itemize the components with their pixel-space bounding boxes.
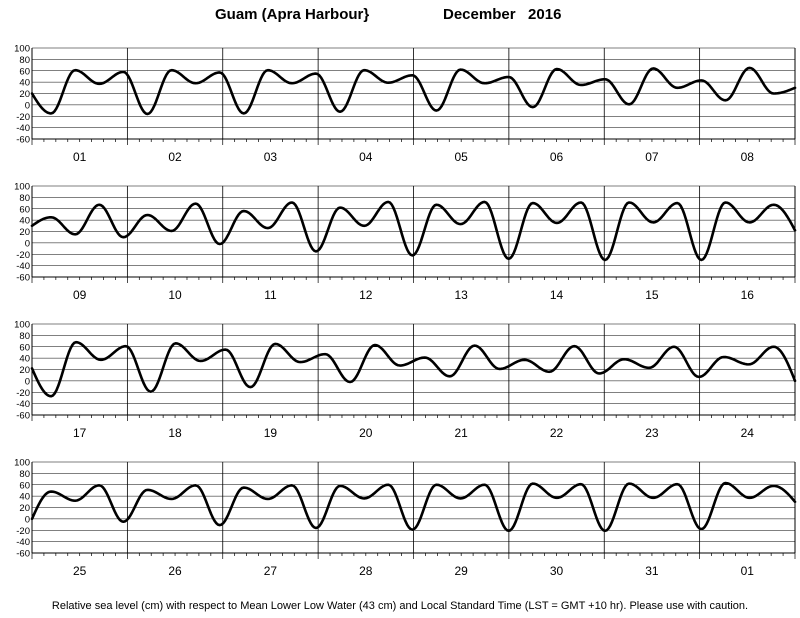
y-tick-label: 60 bbox=[19, 204, 30, 215]
day-label: 05 bbox=[455, 150, 469, 164]
footer-note: Relative sea level (cm) with respect to … bbox=[51, 600, 749, 612]
day-label: 26 bbox=[168, 564, 182, 578]
tide-curve bbox=[30, 200, 797, 262]
y-tick-label: 100 bbox=[14, 320, 30, 331]
y-tick-label: 60 bbox=[19, 342, 30, 353]
y-tick-label: 20 bbox=[19, 89, 30, 100]
y-tick-label: -40 bbox=[16, 537, 30, 548]
day-label: 10 bbox=[168, 288, 182, 302]
y-tick-label: 80 bbox=[19, 55, 30, 66]
y-tick-label: 40 bbox=[19, 492, 30, 503]
day-label: 17 bbox=[73, 426, 87, 440]
tide-curve bbox=[30, 340, 797, 398]
y-tick-label: -60 bbox=[16, 549, 30, 560]
y-tick-label: 0 bbox=[25, 514, 30, 525]
day-label: 14 bbox=[550, 288, 564, 302]
y-tick-label: -40 bbox=[16, 123, 30, 134]
y-tick-label: 20 bbox=[19, 503, 30, 514]
day-label: 06 bbox=[550, 150, 564, 164]
day-label: 13 bbox=[455, 288, 469, 302]
y-tick-label: 80 bbox=[19, 193, 30, 204]
y-tick-label: 40 bbox=[19, 354, 30, 365]
y-tick-label: -60 bbox=[16, 273, 30, 284]
day-label: 03 bbox=[264, 150, 278, 164]
day-label: 19 bbox=[264, 426, 278, 440]
day-label: 01 bbox=[741, 564, 755, 578]
day-label: 25 bbox=[73, 564, 87, 578]
y-tick-label: 20 bbox=[19, 227, 30, 238]
day-label: 15 bbox=[645, 288, 659, 302]
y-tick-label: -20 bbox=[16, 526, 30, 537]
day-label: 20 bbox=[359, 426, 373, 440]
y-tick-label: 20 bbox=[19, 365, 30, 376]
y-tick-label: 100 bbox=[14, 182, 30, 193]
y-tick-label: 60 bbox=[19, 66, 30, 77]
day-label: 01 bbox=[73, 150, 87, 164]
y-tick-label: 100 bbox=[14, 458, 30, 469]
day-label: 27 bbox=[264, 564, 278, 578]
day-label: 31 bbox=[645, 564, 659, 578]
y-tick-label: -40 bbox=[16, 399, 30, 410]
y-tick-label: 100 bbox=[14, 44, 30, 55]
y-tick-label: -60 bbox=[16, 135, 30, 146]
tide-curve bbox=[30, 481, 797, 533]
chart-title: Guam (Apra Harbour} December 2016 bbox=[0, 4, 800, 28]
y-tick-label: -60 bbox=[16, 411, 30, 422]
y-tick-label: 40 bbox=[19, 216, 30, 227]
day-label: 12 bbox=[359, 288, 373, 302]
y-tick-label: 40 bbox=[19, 78, 30, 89]
title-location: Guam (Apra Harbour} bbox=[215, 6, 370, 23]
y-tick-label: 0 bbox=[25, 100, 30, 111]
day-label: 29 bbox=[455, 564, 469, 578]
y-tick-label: 80 bbox=[19, 469, 30, 480]
day-label: 21 bbox=[455, 426, 469, 440]
day-label: 24 bbox=[741, 426, 755, 440]
y-tick-label: -20 bbox=[16, 250, 30, 261]
day-label: 18 bbox=[168, 426, 182, 440]
day-label: 22 bbox=[550, 426, 564, 440]
y-tick-label: -20 bbox=[16, 388, 30, 399]
day-label: 28 bbox=[359, 564, 373, 578]
y-tick-label: -20 bbox=[16, 112, 30, 123]
y-tick-label: 0 bbox=[25, 238, 30, 249]
day-label: 30 bbox=[550, 564, 564, 578]
y-tick-label: 60 bbox=[19, 480, 30, 491]
y-tick-label: 80 bbox=[19, 331, 30, 342]
day-label: 09 bbox=[73, 288, 87, 302]
day-label: 08 bbox=[741, 150, 755, 164]
day-label: 23 bbox=[645, 426, 659, 440]
y-tick-label: -40 bbox=[16, 261, 30, 272]
day-label: 16 bbox=[741, 288, 755, 302]
day-label: 04 bbox=[359, 150, 373, 164]
title-period: December 2016 bbox=[443, 6, 562, 23]
day-label: 02 bbox=[168, 150, 182, 164]
day-label: 07 bbox=[645, 150, 659, 164]
tide-curve bbox=[30, 66, 797, 116]
day-label: 11 bbox=[264, 288, 277, 302]
y-tick-label: 0 bbox=[25, 376, 30, 387]
